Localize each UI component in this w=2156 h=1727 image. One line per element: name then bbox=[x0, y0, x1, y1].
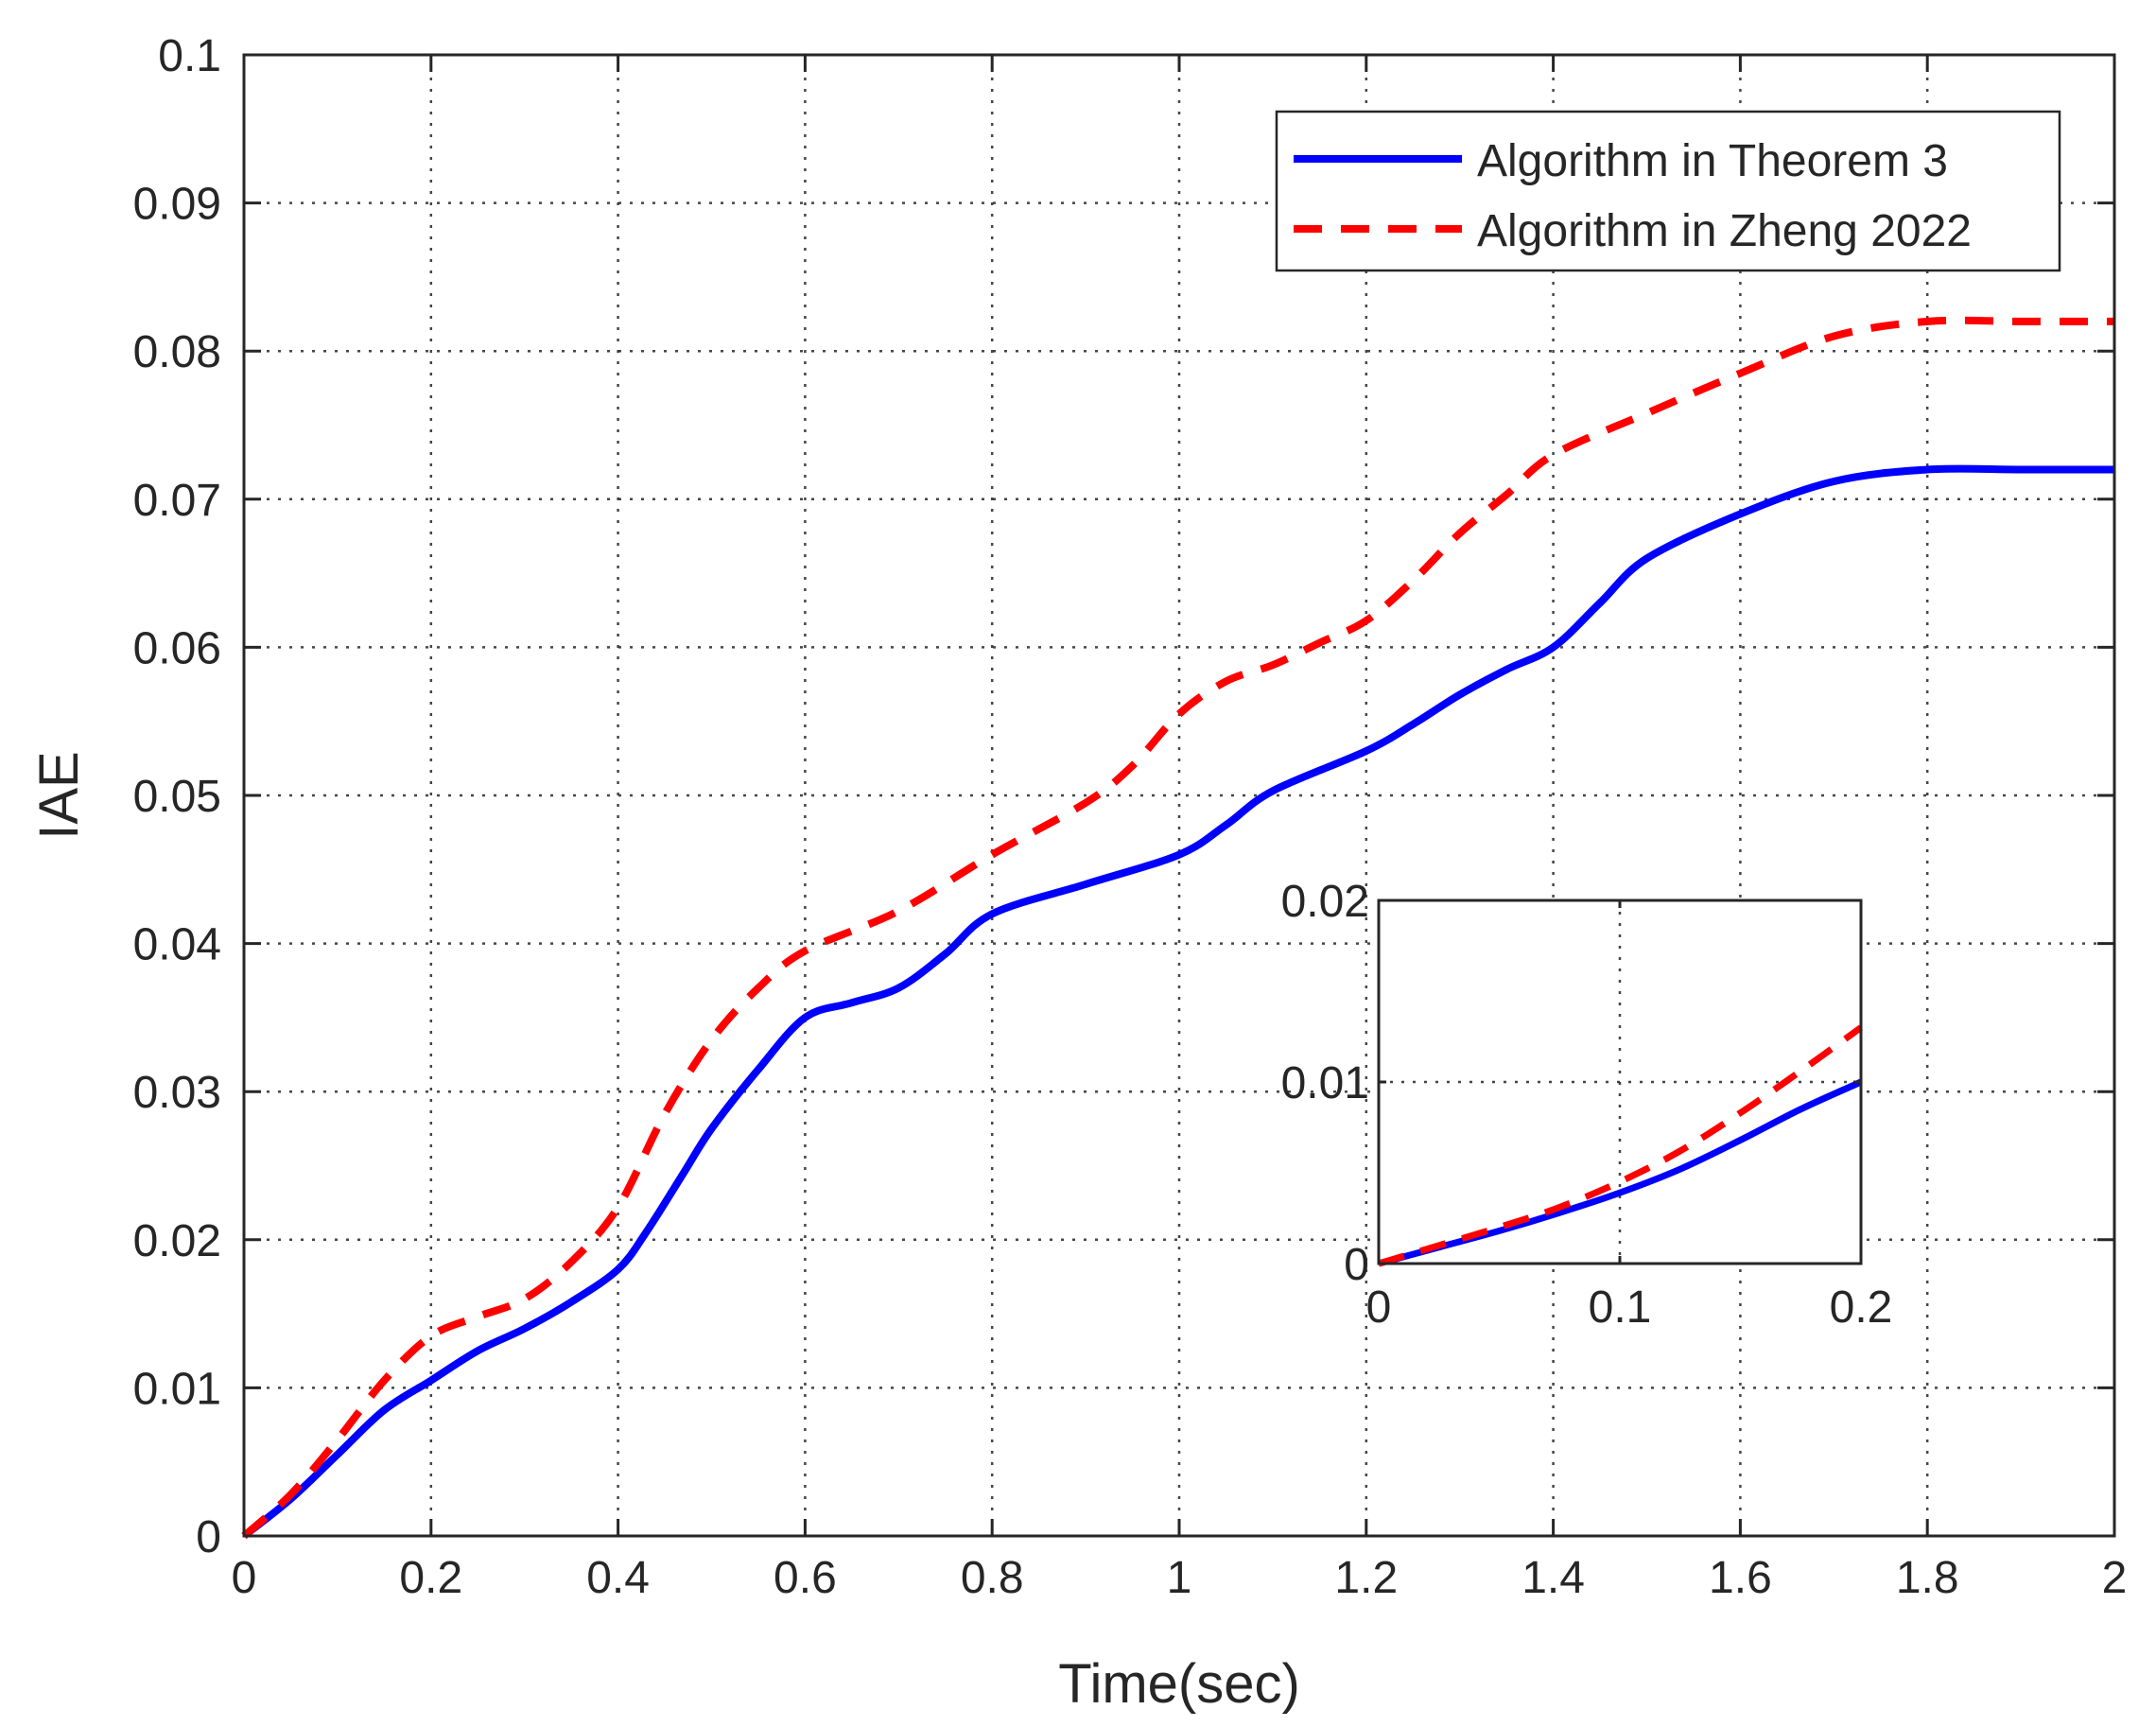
main-x-tick-label: 1.6 bbox=[1709, 1553, 1772, 1603]
main-y-tick-label: 0 bbox=[196, 1512, 221, 1562]
inset-x-tick-label: 0 bbox=[1366, 1282, 1392, 1333]
main-tick-layer: 0 0.2 0.4 0.6 0.8 1 1.2 1.4 1.6 1.8 2 0 0.01 0.02 0.03… bbox=[133, 31, 2128, 1603]
inset-y-tick-label: 0.02 bbox=[1281, 877, 1369, 927]
main-y-tick-label: 0.09 bbox=[133, 180, 221, 230]
main-x-tick-label: 0.2 bbox=[399, 1553, 462, 1603]
inset-series-algorithm-in-theorem-3 bbox=[1378, 1078, 1863, 1267]
main-grid bbox=[244, 55, 2114, 1536]
main-x-tick-label: 1.4 bbox=[1521, 1553, 1585, 1603]
main-y-tick-label: 0.1 bbox=[158, 31, 221, 81]
inset-y-tick-label: 0.01 bbox=[1281, 1058, 1369, 1108]
main-series-algorithm-in-theorem-3 bbox=[241, 464, 2115, 1540]
main-x-tick-label: 1.2 bbox=[1334, 1553, 1398, 1603]
legend-box bbox=[1275, 110, 2061, 272]
main-y-tick-label: 0.05 bbox=[133, 772, 221, 822]
legend-label-theorem3: Algorithm in Theorem 3 bbox=[1477, 136, 1948, 186]
main-y-tick-label: 0.08 bbox=[133, 327, 221, 377]
inset-series-layer bbox=[1377, 1024, 1864, 1267]
main-x-tick-label: 1 bbox=[1167, 1553, 1192, 1603]
main-series-algorithm-in-zheng-2022 bbox=[241, 316, 2114, 1540]
main-y-tick-label: 0.06 bbox=[133, 623, 221, 673]
main-x-tick-label: 2 bbox=[2102, 1553, 2128, 1603]
inset-x-tick-label: 0.1 bbox=[1589, 1282, 1652, 1333]
main-x-tick-label: 0.6 bbox=[774, 1553, 837, 1603]
inset-tick-layer: 0 0.1 0.2 0 0.01 0.02 bbox=[1281, 877, 1893, 1333]
y-axis-label: IAE bbox=[28, 751, 90, 840]
inset-y-tick-label: 0 bbox=[1344, 1240, 1369, 1290]
main-y-tick-label: 0.03 bbox=[133, 1068, 221, 1118]
inset-grid bbox=[1379, 900, 1861, 1264]
main-y-tick-label: 0.01 bbox=[133, 1364, 221, 1414]
main-y-tick-label: 0.04 bbox=[133, 920, 221, 970]
main-y-tick-label: 0.02 bbox=[133, 1216, 221, 1266]
main-y-tick-label: 0.07 bbox=[133, 476, 221, 526]
main-x-tick-label: 0 bbox=[232, 1553, 257, 1603]
main-x-tick-label: 0.4 bbox=[586, 1553, 650, 1603]
main-x-tick-label: 0.8 bbox=[961, 1553, 1024, 1603]
main-x-tick-label: 1.8 bbox=[1896, 1553, 1959, 1603]
inset-series-algorithm-in-zheng-2022 bbox=[1377, 1024, 1864, 1267]
inset-chart: 0 0.1 0.2 0 0.01 0.02 bbox=[1281, 877, 1893, 1333]
x-axis-label: Time(sec) bbox=[1058, 1653, 1300, 1715]
legend-label-zheng2022: Algorithm in Zheng 2022 bbox=[1477, 206, 1972, 256]
main-series-layer bbox=[241, 316, 2115, 1540]
inset-x-tick-label: 0.2 bbox=[1830, 1282, 1893, 1333]
legend: Algorithm in Theorem 3 Algorithm in Zhen… bbox=[1275, 110, 2061, 272]
